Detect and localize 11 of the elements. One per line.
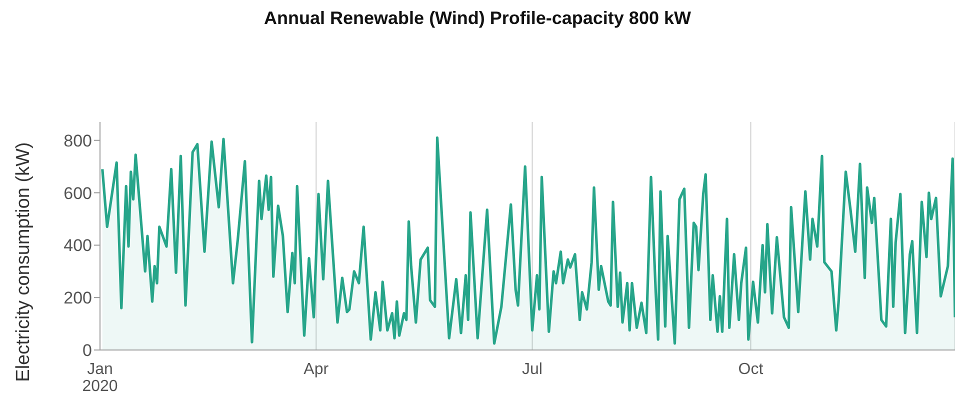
y-tick-label: 800 — [64, 131, 92, 150]
x-tick-label: Jul — [522, 361, 542, 378]
y-tick-label: 200 — [64, 288, 92, 308]
x-tick-label: Jan 2020 — [82, 361, 118, 395]
chart-title: Annual Renewable (Wind) Profile-capacity 800 kW — [263, 8, 692, 29]
y-tick-label: 600 — [64, 184, 92, 203]
y-axis-title: Electricity consumption (kW) — [13, 142, 35, 382]
y-tick-label: 400 — [64, 236, 92, 256]
x-tick-label: Apr — [304, 361, 330, 378]
y-tick-label: 0 — [82, 341, 92, 360]
x-tick-label: Oct — [738, 361, 764, 378]
